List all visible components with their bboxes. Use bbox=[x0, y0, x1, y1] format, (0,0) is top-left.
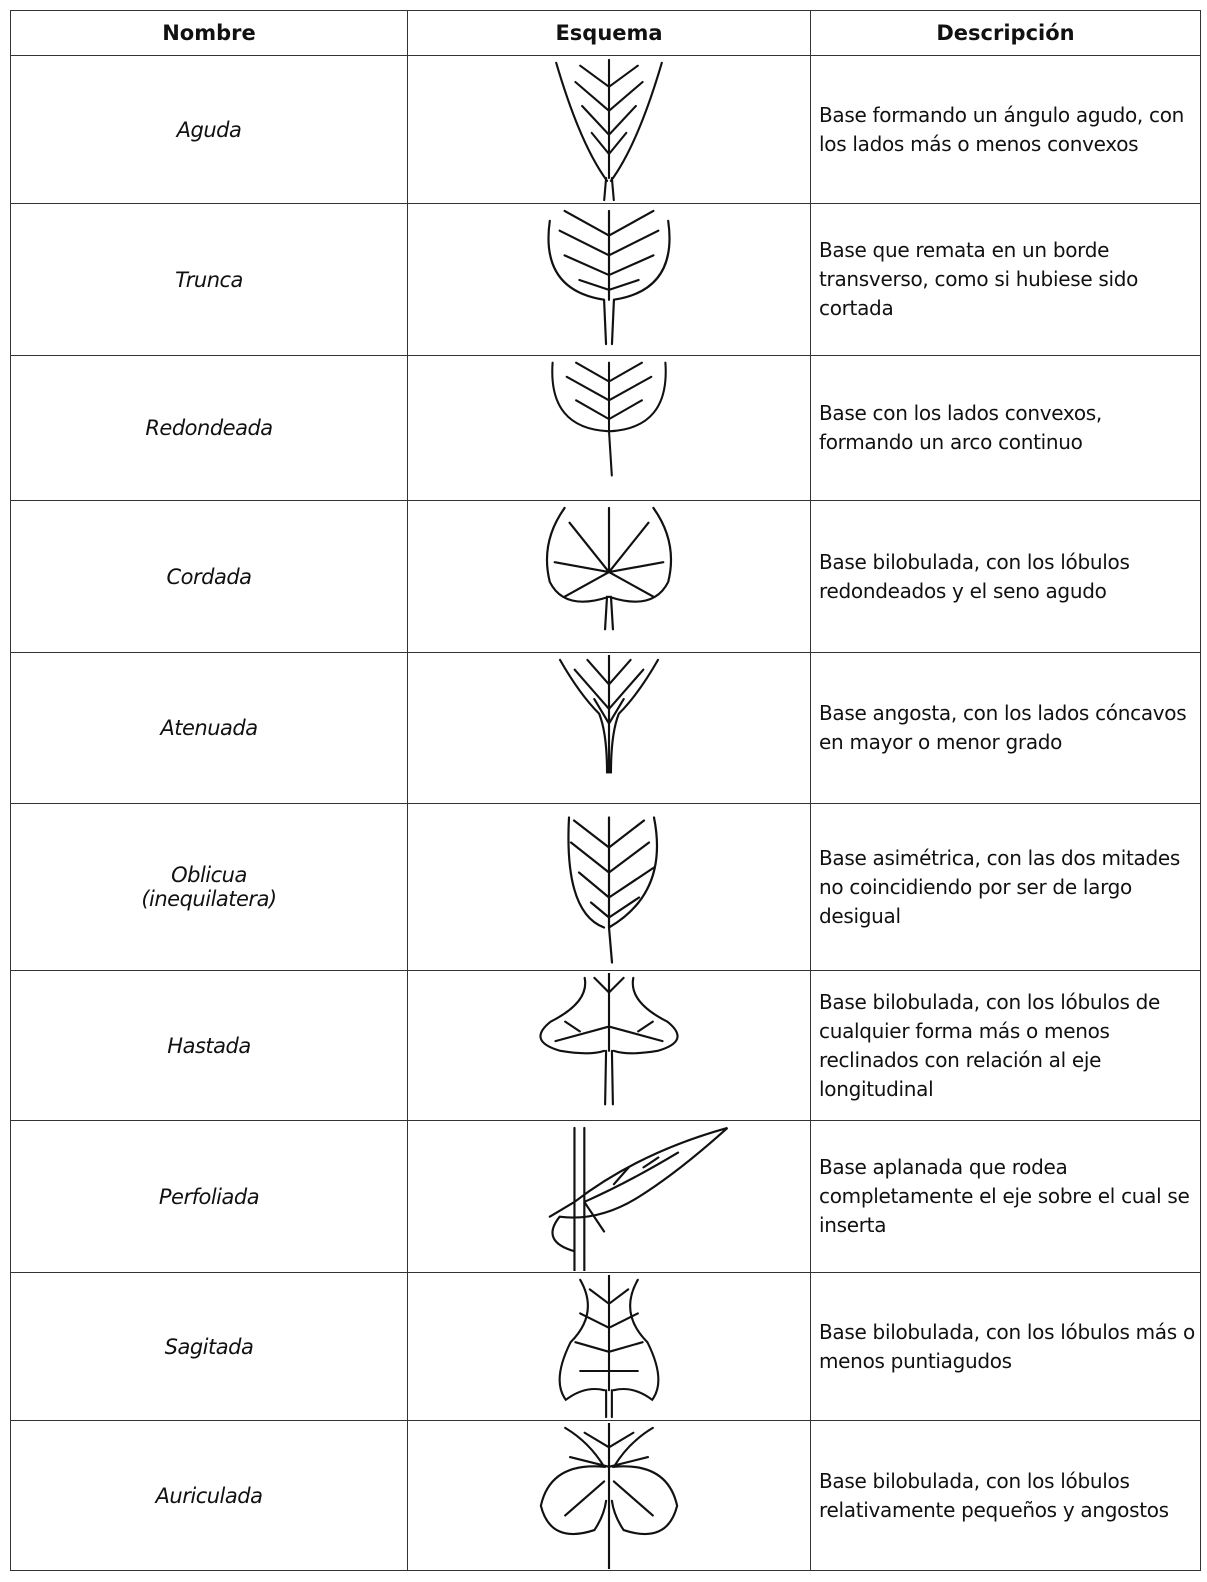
leaf-sketch-cell bbox=[407, 652, 811, 804]
leaf-name: Atenuada bbox=[10, 652, 408, 804]
leaf-sketch-cell bbox=[407, 970, 811, 1121]
leaf-name: Sagitada bbox=[10, 1272, 408, 1421]
leaf-name: Oblicua (inequilatera) bbox=[10, 803, 408, 971]
leaf-base-table: Nombre Esquema Descripción Aguda Base for… bbox=[10, 10, 1201, 1571]
leaf-description: Base bilobulada, con los lóbulos de cual… bbox=[810, 970, 1201, 1121]
leaf-name: Auriculada bbox=[10, 1420, 408, 1571]
leaf-description: Base angosta, con los lados cóncavos en … bbox=[810, 652, 1201, 804]
header-cell: Descripción bbox=[810, 10, 1201, 56]
header-row: Nombre Esquema Descripción bbox=[10, 10, 1201, 56]
table-row: Atenuada Base angosta, con los lados cónc… bbox=[10, 652, 1201, 804]
table-row: Trunca Base que remata en un borde transv… bbox=[10, 203, 1201, 356]
leaf-description: Base con los lados convexos, formando un… bbox=[810, 355, 1201, 501]
table-row: Auriculada Base bilobulada, con los lóbul… bbox=[10, 1420, 1201, 1571]
leaf-description: Base bilobulada, con los lóbulos relativ… bbox=[810, 1420, 1201, 1571]
leaf-sketch bbox=[548, 1126, 729, 1271]
leaf-sketch bbox=[558, 654, 660, 774]
leaf-name: Aguda bbox=[10, 55, 408, 204]
leaf-name: Cordada bbox=[10, 500, 408, 653]
leaf-name: Trunca bbox=[10, 203, 408, 356]
leaf-sketch bbox=[547, 209, 671, 345]
table-row: Redondeada Base con los lados convexos, f… bbox=[10, 355, 1201, 501]
table-row: Cordada Base bilobulada, con los lóbulos … bbox=[10, 500, 1201, 653]
leaf-sketch bbox=[567, 815, 659, 964]
leaf-description: Base bilobulada, con los lóbulos más o m… bbox=[810, 1272, 1201, 1421]
table-row: Perfoliada Base aplanada que rodea comple… bbox=[10, 1120, 1201, 1273]
leaf-sketch bbox=[539, 1422, 679, 1569]
header-cell: Esquema bbox=[407, 10, 811, 56]
leaf-sketch-cell bbox=[407, 803, 811, 971]
leaf-sketch bbox=[551, 361, 667, 477]
leaf-sketch-cell bbox=[407, 1120, 811, 1273]
table-row: Aguda Base formando un ángulo agudo, con … bbox=[10, 55, 1201, 204]
leaf-description: Base asimétrica, con las dos mitades no … bbox=[810, 803, 1201, 971]
table-row: Hastada Base bilobulada, con los lóbulos … bbox=[10, 970, 1201, 1121]
leaf-sketch-cell bbox=[407, 1272, 811, 1421]
leaf-sketch-cell bbox=[407, 55, 811, 204]
table-row: Oblicua (inequilatera) Base asimétrica, c… bbox=[10, 803, 1201, 971]
leaf-description: Base aplanada que rodea completamente el… bbox=[810, 1120, 1201, 1273]
leaf-description: Base formando un ángulo agudo, con los l… bbox=[810, 55, 1201, 204]
leaf-sketch bbox=[545, 506, 673, 630]
leaf-description: Base bilobulada, con los lóbulos redonde… bbox=[810, 500, 1201, 653]
leaf-sketch-cell bbox=[407, 500, 811, 653]
leaf-sketch bbox=[558, 1274, 660, 1418]
leaf-name: Hastada bbox=[10, 970, 408, 1121]
leaf-sketch-cell bbox=[407, 203, 811, 356]
leaf-sketch bbox=[539, 972, 679, 1105]
leaf-description: Base que remata en un borde transverso, … bbox=[810, 203, 1201, 356]
leaf-sketch-cell bbox=[407, 355, 811, 501]
header-cell: Nombre bbox=[10, 10, 408, 56]
table-row: Sagitada Base bilobulada, con los lóbulos… bbox=[10, 1272, 1201, 1421]
leaf-name: Perfoliada bbox=[10, 1120, 408, 1273]
leaf-name: Redondeada bbox=[10, 355, 408, 501]
leaf-sketch-cell bbox=[407, 1420, 811, 1571]
leaf-sketch bbox=[555, 58, 663, 201]
